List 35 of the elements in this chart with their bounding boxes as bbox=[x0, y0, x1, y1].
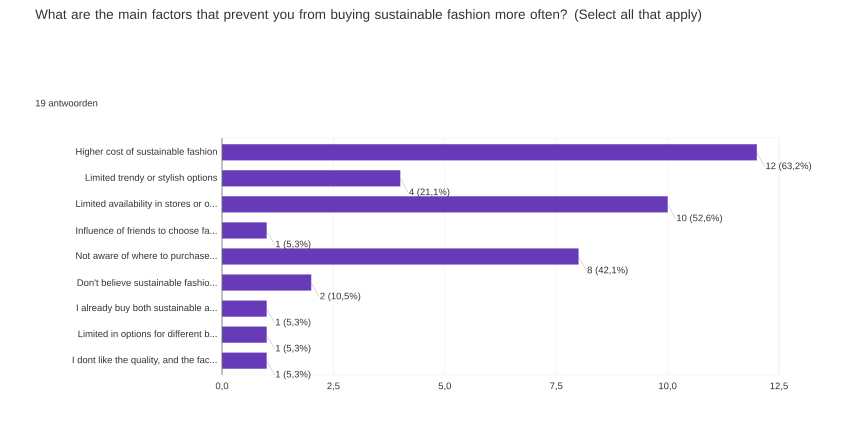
x-tick-label: 12,5 bbox=[770, 382, 788, 390]
y-tick-label: I dont like the quality, and the fac... bbox=[72, 356, 217, 366]
y-tick-label: Limited availability in stores or o... bbox=[76, 200, 217, 209]
data-label: 10 (52,6%) bbox=[677, 214, 722, 224]
bar bbox=[222, 196, 668, 213]
data-label: 2 (10,5%) bbox=[320, 292, 360, 302]
y-tick-label: Not aware of where to purchase... bbox=[76, 252, 217, 261]
y-tick-label: Influence of friends to choose fa... bbox=[76, 226, 217, 234]
bar bbox=[222, 248, 579, 265]
bar bbox=[222, 300, 267, 317]
data-label: 12 (63,2%) bbox=[766, 162, 812, 172]
x-tick-label: 2,5 bbox=[327, 382, 340, 390]
data-label: 1 (5,3%) bbox=[276, 318, 310, 328]
bar bbox=[222, 274, 312, 291]
bar bbox=[222, 352, 267, 369]
chart-title: What are the main factors that prevent you from buying sustainable fashion more often? (Select all that apply) bbox=[35, 9, 702, 22]
x-tick-label: 0,0 bbox=[216, 382, 228, 390]
bar bbox=[222, 326, 267, 343]
x-tick-label: 7,5 bbox=[550, 382, 562, 390]
data-label: 8 (42,1%) bbox=[588, 266, 628, 276]
data-label: 1 (5,3%) bbox=[276, 344, 310, 354]
y-tick-label: I already buy both sustainable a... bbox=[76, 304, 217, 313]
bar bbox=[222, 170, 400, 187]
text: 19 antwoorden bbox=[36, 100, 98, 106]
data-label: 1 (5,3%) bbox=[276, 240, 310, 250]
bar bbox=[222, 222, 267, 239]
y-tick-label: Limited trendy or stylish options bbox=[86, 174, 218, 183]
data-label: 1 (5,3%) bbox=[276, 370, 310, 380]
x-tick-label: 10,0 bbox=[659, 382, 676, 390]
bar bbox=[222, 144, 757, 161]
data-label: 4 (21,1%) bbox=[409, 188, 450, 198]
y-tick-label: Don't believe sustainable fashio... bbox=[78, 279, 217, 286]
y-tick-label: Higher cost of sustainable fashion bbox=[76, 148, 217, 157]
y-tick-label: Limited in options for different b... bbox=[78, 330, 217, 340]
x-tick-label: 5,0 bbox=[438, 382, 452, 390]
